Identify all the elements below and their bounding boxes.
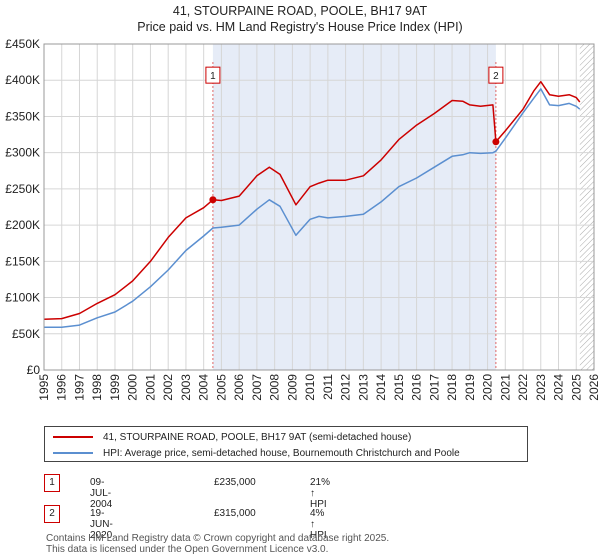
legend-swatch-hpi: [53, 452, 93, 454]
legend-item-property: 41, STOURPAINE ROAD, POOLE, BH17 9AT (se…: [53, 429, 411, 445]
annotation-label-2: 2: [493, 71, 499, 82]
x-tick-label: 2021: [498, 374, 512, 401]
y-tick-label: £400K: [5, 73, 40, 87]
property-series-line: [43, 80, 581, 321]
forecast-hatch: [579, 44, 594, 370]
chart-title: 41, STOURPAINE ROAD, POOLE, BH17 9AT: [172, 4, 428, 18]
transaction-point-1: [209, 196, 217, 204]
footer-copyright: Contains HM Land Registry data © Crown c…: [46, 533, 390, 544]
x-tick-label: 2006: [232, 374, 246, 401]
x-tick-label: 2018: [445, 374, 459, 401]
price-chart: £0 £50K £100K £150K £200K £250K £300K £350K £400…: [5, 37, 600, 401]
x-tick-label: 2008: [268, 374, 282, 401]
legend-label-property: 41, STOURPAINE ROAD, POOLE, BH17 9AT (se…: [103, 431, 412, 443]
x-tick-label: 2009: [285, 374, 299, 401]
x-tick-label: 2002: [161, 374, 175, 401]
legend: 41, STOURPAINE ROAD, POOLE, BH17 9AT (se…: [44, 426, 528, 462]
x-tick-label: 2001: [143, 374, 157, 401]
x-tick-label: 2007: [250, 374, 264, 401]
transaction-badge: 1: [44, 474, 60, 492]
y-tick-label: £50K: [12, 327, 40, 341]
y-tick-label: £150K: [5, 254, 40, 268]
y-tick-label: £100K: [5, 291, 40, 305]
x-tick-label: 2010: [303, 374, 317, 401]
x-tick-label: 2015: [392, 374, 406, 401]
x-tick-label: 2022: [516, 374, 530, 401]
x-tick-label: 2005: [214, 374, 228, 401]
transaction-price: £315,000: [214, 508, 256, 519]
legend-swatch-property: [53, 436, 93, 438]
annotation-box-1: [205, 66, 221, 84]
transaction-price: £235,000: [214, 477, 256, 488]
x-tick-label: 2014: [374, 374, 388, 401]
plot-frame: [43, 43, 595, 371]
x-tick-label: 2003: [179, 374, 193, 401]
y-tick-label: £0: [27, 363, 41, 377]
annotation-label-1: 1: [210, 71, 216, 82]
x-tick-label: 1999: [108, 374, 122, 401]
x-tick-label: 2026: [587, 374, 600, 401]
annotation-box-2: [488, 66, 504, 84]
x-tick-label: 2020: [481, 374, 495, 401]
x-tick-label: 2025: [569, 374, 583, 401]
x-tick-label: 2024: [552, 374, 566, 401]
x-tick-label: 2017: [427, 374, 441, 401]
transaction-point-2: [492, 138, 500, 146]
ownership-shade: [212, 44, 496, 370]
hpi-series-line: [44, 88, 581, 329]
transaction-date: 19-JUN-2020: [90, 508, 113, 541]
transaction-hpi: 21% ↑ HPI: [310, 477, 331, 510]
x-tick-label: 2019: [463, 374, 477, 401]
y-tick-label: £450K: [5, 37, 40, 51]
x-tick-label: 2013: [356, 374, 370, 401]
x-tick-label: 1995: [37, 374, 51, 401]
y-tick-label: £300K: [5, 146, 40, 160]
x-tick-label: 2000: [126, 374, 140, 401]
footer-license: This data is licensed under the Open Gov…: [46, 544, 329, 555]
transaction-date: 09-JUL-2004: [90, 477, 113, 510]
x-tick-label: 2011: [321, 374, 335, 400]
x-tick-label: 2016: [410, 374, 424, 401]
x-tick-label: 1996: [55, 374, 69, 401]
chart-subtitle: Price paid vs. HM Land Registry's House …: [137, 20, 463, 34]
y-tick-label: £350K: [5, 109, 40, 123]
legend-label-hpi: HPI: Average price, semi-detached house,…: [103, 447, 460, 459]
x-tick-label: 2004: [197, 374, 211, 401]
y-tick-label: £250K: [5, 182, 40, 196]
x-tick-label: 2023: [534, 374, 548, 401]
y-tick-label: £200K: [5, 218, 40, 232]
x-tick-label: 2012: [339, 374, 353, 401]
transaction-hpi: 4% ↑ HPI: [310, 508, 327, 541]
x-tick-label: 1998: [90, 374, 104, 401]
x-tick-label: 1997: [72, 374, 86, 401]
legend-item-hpi: HPI: Average price, semi-detached house,…: [53, 445, 460, 461]
transaction-badge: 2: [44, 505, 60, 523]
